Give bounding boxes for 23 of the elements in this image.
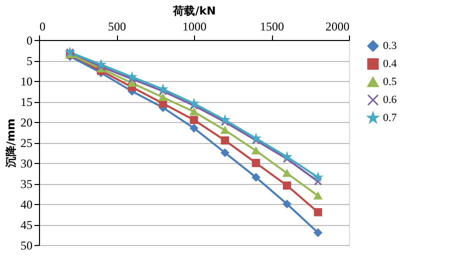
x-tick-label: 500 [108,20,126,34]
y-tick-label: 25 [20,136,32,150]
y-tick-label: 15 [20,95,32,109]
y-tick-label: 5 [26,54,32,68]
x-tick-label: 1000 [182,20,206,34]
y-axis-title: 沉降/mm [4,118,18,168]
x-tick-label: 1500 [260,20,284,34]
x-tick-label: 2000 [326,20,350,34]
y-tick-label: 45 [20,218,32,232]
y-tick-label: 30 [20,156,32,170]
y-tick-label: 50 [20,238,32,252]
x-tick-label: 0 [40,20,46,34]
y-tick-label: 10 [20,74,32,88]
legend-label: 0.6 [383,94,398,106]
y-tick-label: 20 [20,116,32,130]
x-axis-title: 荷载/kN [172,4,216,18]
legend-label: 0.3 [383,40,398,52]
legend-label: 0.4 [383,58,398,70]
y-tick-label: 40 [20,198,32,212]
y-tick-label: 0 [26,34,32,48]
y-tick-label: 35 [20,177,32,191]
legend-label: 0.7 [383,112,398,124]
legend-label: 0.5 [383,76,398,88]
